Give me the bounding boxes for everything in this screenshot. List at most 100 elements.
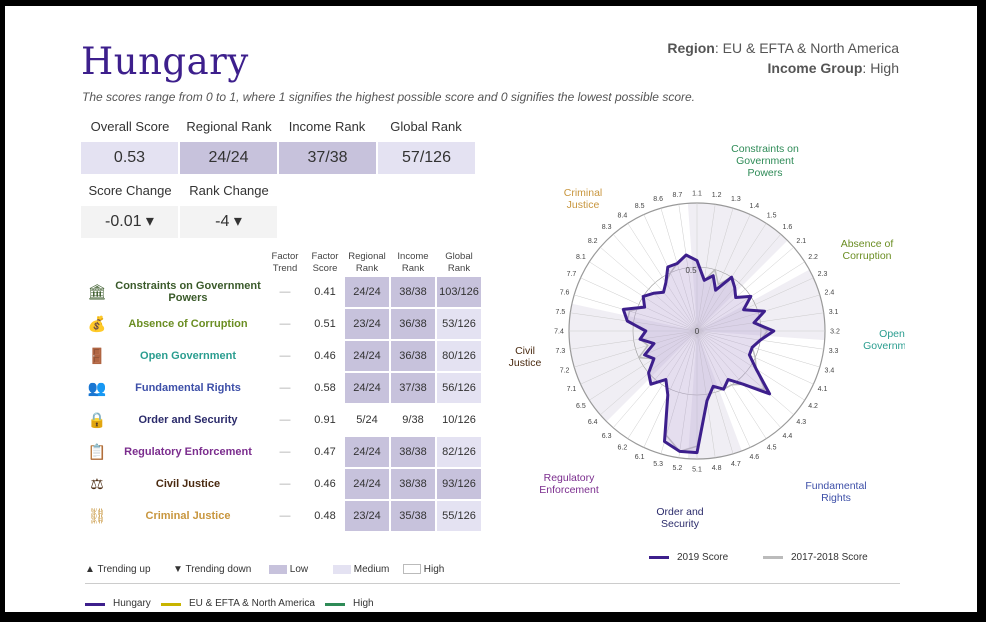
factor-name[interactable]: Criminal Justice — [145, 510, 231, 522]
radar-tick-label: 6.3 — [602, 433, 612, 440]
factor-name[interactable]: Civil Justice — [155, 478, 221, 490]
factor-row[interactable]: ⛓ Criminal Justice — 0.48 23/24 35/38 55/126 — [83, 501, 481, 531]
income-label: Income Group — [767, 60, 863, 76]
radar-tick-label: 8.6 — [653, 196, 663, 203]
radar-group-label: Rights — [821, 492, 851, 504]
radar-tick-label: 8.3 — [602, 224, 612, 231]
icon-column-header — [83, 245, 111, 275]
radar-group-label: Justice — [509, 357, 542, 369]
radar-tick-label: 4.2 — [808, 403, 818, 410]
factor-row[interactable]: 🔒 Order and Security — 0.91 5/24 9/38 10/126 — [83, 405, 481, 435]
radar-spoke — [696, 330, 734, 454]
radar-spoke — [574, 294, 698, 332]
factor-name[interactable]: Absence of Corruption — [128, 318, 248, 330]
factor-name[interactable]: Regulatory Enforcement — [124, 446, 252, 458]
radar-tick-label: 4.1 — [818, 386, 828, 393]
global-rank-cell: 82/126 — [437, 437, 481, 467]
scales-icon: ⚖ — [90, 476, 104, 493]
global-rank-cell: 80/126 — [437, 341, 481, 371]
factor-score: 0.51 — [314, 318, 336, 330]
radar-sector — [687, 203, 788, 331]
region-line-swatch — [161, 603, 181, 606]
factor-name[interactable]: Order and Security — [138, 414, 238, 426]
radar-tick-label: 7.3 — [556, 348, 566, 355]
radar-group-label: Open — [879, 328, 905, 340]
radar-tick-label: 8.5 — [635, 203, 645, 210]
radar-group-label: Criminal — [564, 187, 603, 199]
radar-tick-label: 1.6 — [783, 224, 793, 231]
factor-name[interactable]: Open Government — [140, 350, 236, 362]
radar-center-label: 0 — [695, 327, 700, 336]
factor-score: 0.58 — [314, 382, 336, 394]
radar-tick-label: 8.1 — [576, 254, 586, 261]
factor-row[interactable]: 👥 Fundamental Rights — 0.58 24/24 37/38 56/126 — [83, 373, 481, 403]
radar-spoke — [627, 330, 698, 439]
radar-group-label: Enforcement — [539, 484, 599, 496]
medium-label: Medium — [353, 564, 390, 575]
factor-row[interactable]: ⚖ Civil Justice — 0.46 24/24 38/38 93/126 — [83, 469, 481, 499]
radar-spoke — [678, 330, 698, 458]
radar-spoke — [696, 204, 716, 332]
global-rank-cell: 93/126 — [437, 469, 481, 499]
low-swatch — [269, 564, 287, 574]
regional-rank-column-header: Regional Rank — [348, 251, 386, 274]
radar-tick-label: 6.1 — [635, 454, 645, 461]
medium-legend: Medium — [333, 564, 389, 575]
income-rank-cell: 38/38 — [391, 469, 435, 499]
factor-row[interactable]: 🏛 Constraints on Government Powers — 0.41 24… — [83, 277, 481, 307]
radar-tick-label: 6.4 — [588, 419, 598, 426]
factor-trend-header: Factor Trend — [271, 251, 299, 274]
government-building-icon: 🏛 — [87, 284, 107, 301]
radar-tick-label: 3.1 — [829, 309, 839, 316]
income-rank-cell: 35/38 — [391, 501, 435, 531]
radar-group-label: Government — [863, 340, 905, 352]
trending-down-legend: ▼ Trending down — [173, 564, 251, 575]
factor-score: 0.91 — [314, 414, 336, 426]
triangle-down-icon: ▼ — [173, 564, 183, 575]
open-door-icon: 🚪 — [87, 348, 107, 365]
trending-down-label: Trending down — [185, 564, 252, 575]
factor-row[interactable]: 📋 Regulatory Enforcement — 0.47 24/24 38/38 82… — [83, 437, 481, 467]
radar-tick-label: 4.7 — [731, 461, 741, 468]
score-2019-swatch — [649, 555, 669, 559]
factor-trend: — — [279, 382, 291, 394]
factor-score: 0.48 — [314, 510, 336, 522]
high-income-legend-label: High — [353, 598, 374, 609]
people-icon: 👥 — [87, 380, 107, 397]
factor-row[interactable]: 💰 Absence of Corruption — 0.51 23/24 36/38 53/… — [83, 309, 481, 339]
regional-rank-cell: 23/24 — [345, 501, 389, 531]
factor-name[interactable]: Constraints on Government Powers — [115, 280, 261, 304]
income-rank-header: Income Rank — [288, 119, 366, 134]
factor-name[interactable]: Fundamental Rights — [135, 382, 241, 394]
hungary-line-swatch — [85, 603, 105, 606]
radar-tick-label: 1.1 — [692, 191, 702, 198]
radar-group-label: Order and — [656, 506, 703, 518]
triangle-up-icon: ▲ — [85, 564, 95, 575]
low-legend: Low — [269, 564, 308, 575]
overall-score-value: 0.53 — [81, 142, 178, 174]
radar-spoke — [696, 246, 794, 332]
radar-tick-label: 1.5 — [767, 212, 777, 219]
high-legend: High — [403, 564, 444, 575]
money-bag-icon: 💰 — [87, 316, 107, 333]
radar-tick-label: 3.4 — [825, 367, 835, 374]
factor-trend: — — [279, 478, 291, 490]
income-rank-cell: 36/38 — [391, 309, 435, 339]
score-note: The scores range from 0 to 1, where 1 si… — [82, 90, 695, 104]
clipboard-icon: 📋 — [87, 444, 107, 461]
global-rank-cell: 53/126 — [437, 309, 481, 339]
radar-spoke — [589, 330, 698, 401]
radar-tick-label: 7.5 — [556, 309, 566, 316]
radar-group-label: Constraints on — [731, 143, 799, 155]
factor-table: Factor Trend Factor Score Regional Rank … — [81, 243, 483, 533]
radar-tick-label: 4.8 — [712, 465, 722, 472]
radar-spoke — [643, 330, 698, 448]
factor-row[interactable]: 🚪 Open Government — 0.46 24/24 36/38 80/126 — [83, 341, 481, 371]
high-swatch — [403, 564, 421, 575]
regional-rank-cell: 24/24 — [345, 341, 389, 371]
factor-table-header: Factor Trend Factor Score Regional Rank … — [83, 245, 481, 275]
radar-spoke — [696, 330, 782, 428]
radar-ring-label: 0.5 — [685, 266, 697, 275]
low-label: Low — [289, 564, 309, 575]
legend-divider — [85, 583, 900, 584]
